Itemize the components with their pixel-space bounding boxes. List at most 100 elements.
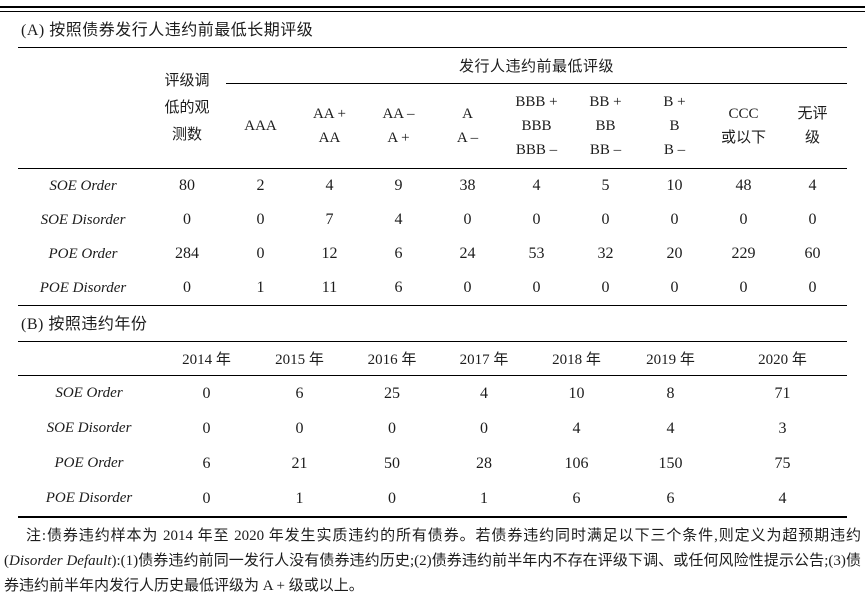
year-column-header: 2014 年 — [160, 341, 253, 376]
obs-value: 0 — [183, 211, 191, 228]
cell-value: 0 — [601, 211, 610, 228]
cell-value: 3 — [778, 419, 787, 437]
cell-value: 10 — [568, 384, 585, 402]
cell-value: 48 — [735, 177, 752, 194]
cell-value: 1 — [256, 279, 265, 296]
row-label: SOE Order — [49, 177, 117, 194]
cell-value: 60 — [804, 245, 821, 262]
cell-value: 7 — [325, 211, 334, 228]
cell-value: 0 — [808, 211, 817, 228]
cell-value: 9 — [394, 177, 403, 194]
table-row: POE Order 6 21 50 28 106 150 75 — [18, 446, 847, 481]
cell-value: 229 — [731, 245, 756, 262]
cell-value: 4 — [325, 177, 334, 194]
row-label: POE Order — [48, 245, 118, 262]
table-row: POE Disorder 0 1 0 1 6 6 4 — [18, 481, 847, 517]
cell-value: 4 — [666, 419, 675, 437]
table-row: POE Disorder 0 1 11 6 0 0 0 0 0 0 — [18, 271, 847, 306]
footnote-text-before: 注:债券违约样本为 2014 年至 2020 年发生实质违约的所有债券。若债券违… — [4, 528, 861, 569]
cell-value: 12 — [321, 245, 338, 262]
cell-value: 20 — [666, 245, 683, 262]
cell-value: 106 — [564, 454, 589, 472]
table-row: SOE Order 0 6 25 4 10 8 71 — [18, 376, 847, 412]
rating-span-header: 发行人违约前最低评级 — [226, 47, 848, 84]
cell-value: 0 — [202, 419, 211, 437]
cell-value: 4 — [394, 211, 403, 228]
rating-column-header-bb: BB + BB BB – — [589, 94, 622, 158]
cell-value: 6 — [572, 489, 581, 507]
panel-b-table: 2014 年 2015 年 2016 年 2017 年 2018 年 2019 … — [18, 341, 847, 518]
cell-value: 4 — [532, 177, 541, 194]
cell-value: 0 — [739, 279, 748, 296]
footnote-italic-term: Disorder Default — [9, 553, 112, 569]
cell-value: 21 — [291, 454, 308, 472]
cell-value: 0 — [388, 419, 396, 437]
cell-value: 6 — [295, 384, 304, 402]
table-row: SOE Order 80 2 4 9 38 4 5 10 48 4 — [18, 169, 847, 204]
cell-value: 8 — [666, 384, 675, 402]
cell-value: 4 — [572, 419, 581, 437]
cell-value: 0 — [532, 211, 541, 228]
row-label: POE Disorder — [39, 279, 127, 296]
cell-value: 4 — [480, 384, 488, 402]
panel-a-table: 评级调 低的观 测数 发行人违约前最低评级 AAA AA + AA AA – A… — [18, 47, 848, 306]
footnote-text-after: ):(1)债券违约前同一发行人没有债券违约历史;(2)债券违约前半年内不存在评级… — [4, 553, 861, 594]
cell-value: 6 — [666, 489, 675, 507]
cell-value: 0 — [601, 279, 610, 296]
table-row: SOE Disorder 0 0 0 0 4 4 3 — [18, 411, 847, 446]
rating-column-header-ccc: CCC 或以下 — [720, 106, 766, 146]
cell-value: 0 — [202, 384, 211, 402]
cell-value: 1 — [480, 489, 488, 507]
panel-b-title: (B) 按照违约年份 — [21, 316, 148, 333]
cell-value: 0 — [388, 489, 396, 507]
cell-value: 11 — [321, 279, 338, 296]
top-double-rule — [0, 6, 865, 12]
cell-value: 0 — [532, 279, 541, 296]
obs-value: 284 — [175, 245, 199, 262]
rating-column-header-a: A A – — [456, 106, 479, 146]
cell-value: 0 — [670, 279, 679, 296]
table-row: SOE Disorder 0 0 7 4 0 0 0 0 0 0 — [18, 203, 847, 237]
year-column-header: 2019 年 — [623, 341, 718, 376]
cell-value: 0 — [256, 211, 265, 228]
row-label: POE Disorder — [45, 490, 133, 506]
cell-value: 25 — [384, 384, 400, 402]
cell-value: 6 — [202, 454, 211, 472]
rating-column-header-aaa: AAA — [244, 118, 277, 134]
obs-value: 80 — [179, 177, 195, 194]
cell-value: 0 — [256, 245, 265, 262]
table-row: POE Order 284 0 12 6 24 53 32 20 229 60 — [18, 237, 847, 271]
year-column-header: 2018 年 — [530, 341, 623, 376]
rating-column-header-aa: AA + AA — [312, 106, 347, 146]
cell-value: 0 — [295, 419, 304, 437]
cell-value: 1 — [295, 489, 304, 507]
cell-value: 6 — [394, 279, 403, 296]
corner-empty-cell — [18, 341, 160, 376]
obs-count-column-header: 评级调 低的观 测数 — [164, 72, 210, 143]
rating-column-header-unrated: 无评 级 — [797, 106, 828, 146]
year-column-header: 2016 年 — [346, 341, 438, 376]
cell-value: 6 — [394, 245, 403, 262]
cell-value: 4 — [808, 177, 817, 194]
cell-value: 10 — [666, 177, 683, 194]
cell-value: 0 — [808, 279, 817, 296]
cell-value: 71 — [774, 384, 791, 402]
rating-column-header-b: B + B B – — [663, 94, 686, 158]
year-column-header: 2020 年 — [718, 341, 847, 376]
corner-empty-cell — [18, 48, 148, 169]
cell-value: 0 — [202, 489, 211, 507]
cell-value: 2 — [256, 177, 265, 194]
obs-value: 0 — [183, 279, 191, 296]
cell-value: 38 — [459, 177, 476, 194]
cell-value: 28 — [476, 454, 492, 472]
cell-value: 0 — [463, 211, 472, 228]
table-footnote: 注:债券违约样本为 2014 年至 2020 年发生实质违约的所有债券。若债券违… — [4, 524, 861, 599]
cell-value: 32 — [597, 245, 614, 262]
cell-value: 5 — [601, 177, 610, 194]
row-label: SOE Order — [55, 385, 123, 401]
cell-value: 150 — [658, 454, 683, 472]
row-label: POE Order — [54, 455, 124, 471]
cell-value: 50 — [384, 454, 400, 472]
year-column-header: 2017 年 — [438, 341, 530, 376]
cell-value: 0 — [463, 279, 472, 296]
